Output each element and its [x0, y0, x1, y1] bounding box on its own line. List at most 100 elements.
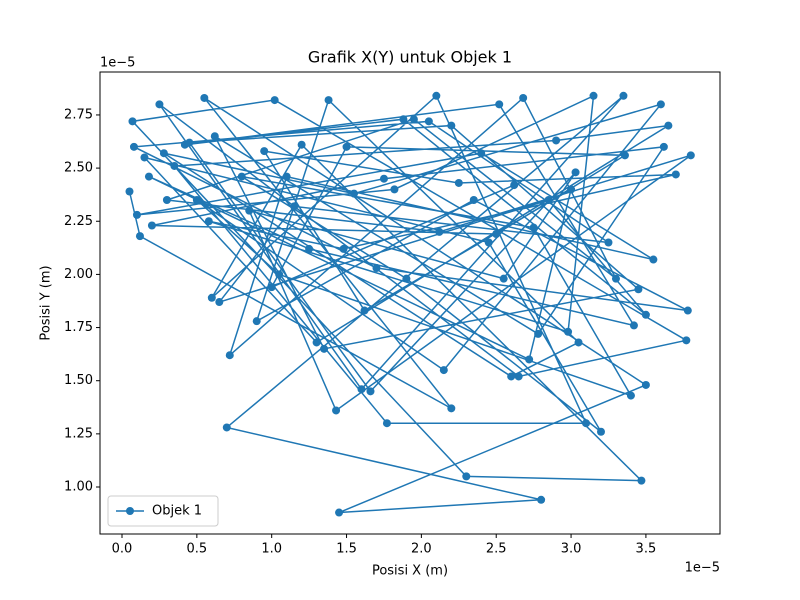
point — [484, 238, 493, 247]
y-tick-label: 1.00 — [64, 480, 93, 495]
point — [525, 355, 534, 364]
point — [128, 117, 137, 126]
point — [275, 270, 284, 279]
point — [162, 195, 171, 204]
series-line — [128, 94, 692, 514]
point — [155, 100, 164, 109]
point — [282, 172, 291, 181]
point — [649, 255, 658, 264]
point — [335, 508, 344, 517]
point — [435, 227, 444, 236]
point — [424, 117, 433, 126]
point — [682, 336, 691, 345]
point — [245, 206, 254, 215]
point — [589, 91, 598, 100]
point — [320, 344, 329, 353]
x-tick-label: 1.0 — [261, 542, 282, 557]
point — [596, 427, 605, 436]
legend-label: Objek 1 — [152, 504, 202, 519]
point — [686, 151, 695, 160]
axes-frame — [99, 71, 721, 535]
point — [297, 140, 306, 149]
point — [537, 495, 546, 504]
y-tick-label: 2.25 — [64, 214, 93, 229]
y-offset-label: 1e−5 — [100, 56, 135, 71]
point — [454, 178, 463, 187]
y-axis-label: Posisi Y (m) — [39, 265, 54, 340]
point — [270, 96, 279, 105]
point — [552, 136, 561, 145]
legend-marker — [126, 507, 134, 515]
point — [582, 419, 591, 428]
point — [379, 174, 388, 183]
point — [519, 93, 528, 102]
point — [225, 351, 234, 360]
point — [432, 91, 441, 100]
point — [159, 149, 168, 158]
point — [683, 306, 692, 315]
chart-title: Grafik X(Y) untuk Objek 1 — [308, 48, 512, 67]
x-tick-label: 2.0 — [411, 542, 432, 557]
y-tick-label: 2.75 — [64, 107, 93, 122]
point — [357, 385, 366, 394]
point — [342, 142, 351, 151]
point — [462, 472, 471, 481]
point — [629, 321, 638, 330]
point — [382, 419, 391, 428]
point — [402, 274, 411, 283]
point — [366, 387, 375, 396]
y-tick-label: 2.50 — [64, 161, 93, 176]
point — [534, 329, 543, 338]
point — [147, 221, 156, 230]
point — [222, 423, 231, 432]
point — [192, 195, 201, 204]
point — [360, 306, 369, 315]
point — [514, 372, 523, 381]
x-tick-label: 2.5 — [486, 542, 507, 557]
point — [544, 195, 553, 204]
point — [447, 404, 456, 413]
point — [611, 274, 620, 283]
point — [204, 217, 213, 226]
point — [207, 293, 216, 302]
point — [132, 210, 141, 219]
y-tick-label: 1.50 — [64, 373, 93, 388]
point — [659, 142, 668, 151]
point — [267, 283, 276, 292]
point — [390, 185, 399, 194]
point — [492, 230, 501, 239]
point — [135, 232, 144, 241]
point — [619, 91, 628, 100]
point — [477, 149, 486, 158]
point — [144, 172, 153, 181]
point — [626, 391, 635, 400]
point — [252, 317, 261, 326]
point — [507, 372, 516, 381]
point — [447, 121, 456, 130]
point — [574, 338, 583, 347]
point — [641, 310, 650, 319]
plot-area — [125, 91, 695, 517]
x-offset-label: 1e−5 — [685, 561, 720, 576]
point — [499, 274, 508, 283]
point — [409, 115, 418, 124]
point — [469, 195, 478, 204]
point — [170, 161, 179, 170]
x-tick-label: 1.5 — [336, 542, 357, 557]
x-tick-label: 3.5 — [636, 542, 657, 557]
point — [140, 153, 149, 162]
point — [510, 181, 519, 190]
point — [529, 223, 538, 232]
point — [664, 121, 673, 130]
y-tick-label: 2.00 — [64, 267, 93, 282]
point — [567, 185, 576, 194]
point — [604, 238, 613, 247]
x-tick-label: 0.5 — [187, 542, 208, 557]
point — [339, 244, 348, 253]
point — [200, 93, 209, 102]
point — [185, 138, 194, 147]
point — [125, 187, 134, 196]
legend-box — [107, 495, 219, 527]
point — [260, 147, 269, 156]
point — [641, 380, 650, 389]
